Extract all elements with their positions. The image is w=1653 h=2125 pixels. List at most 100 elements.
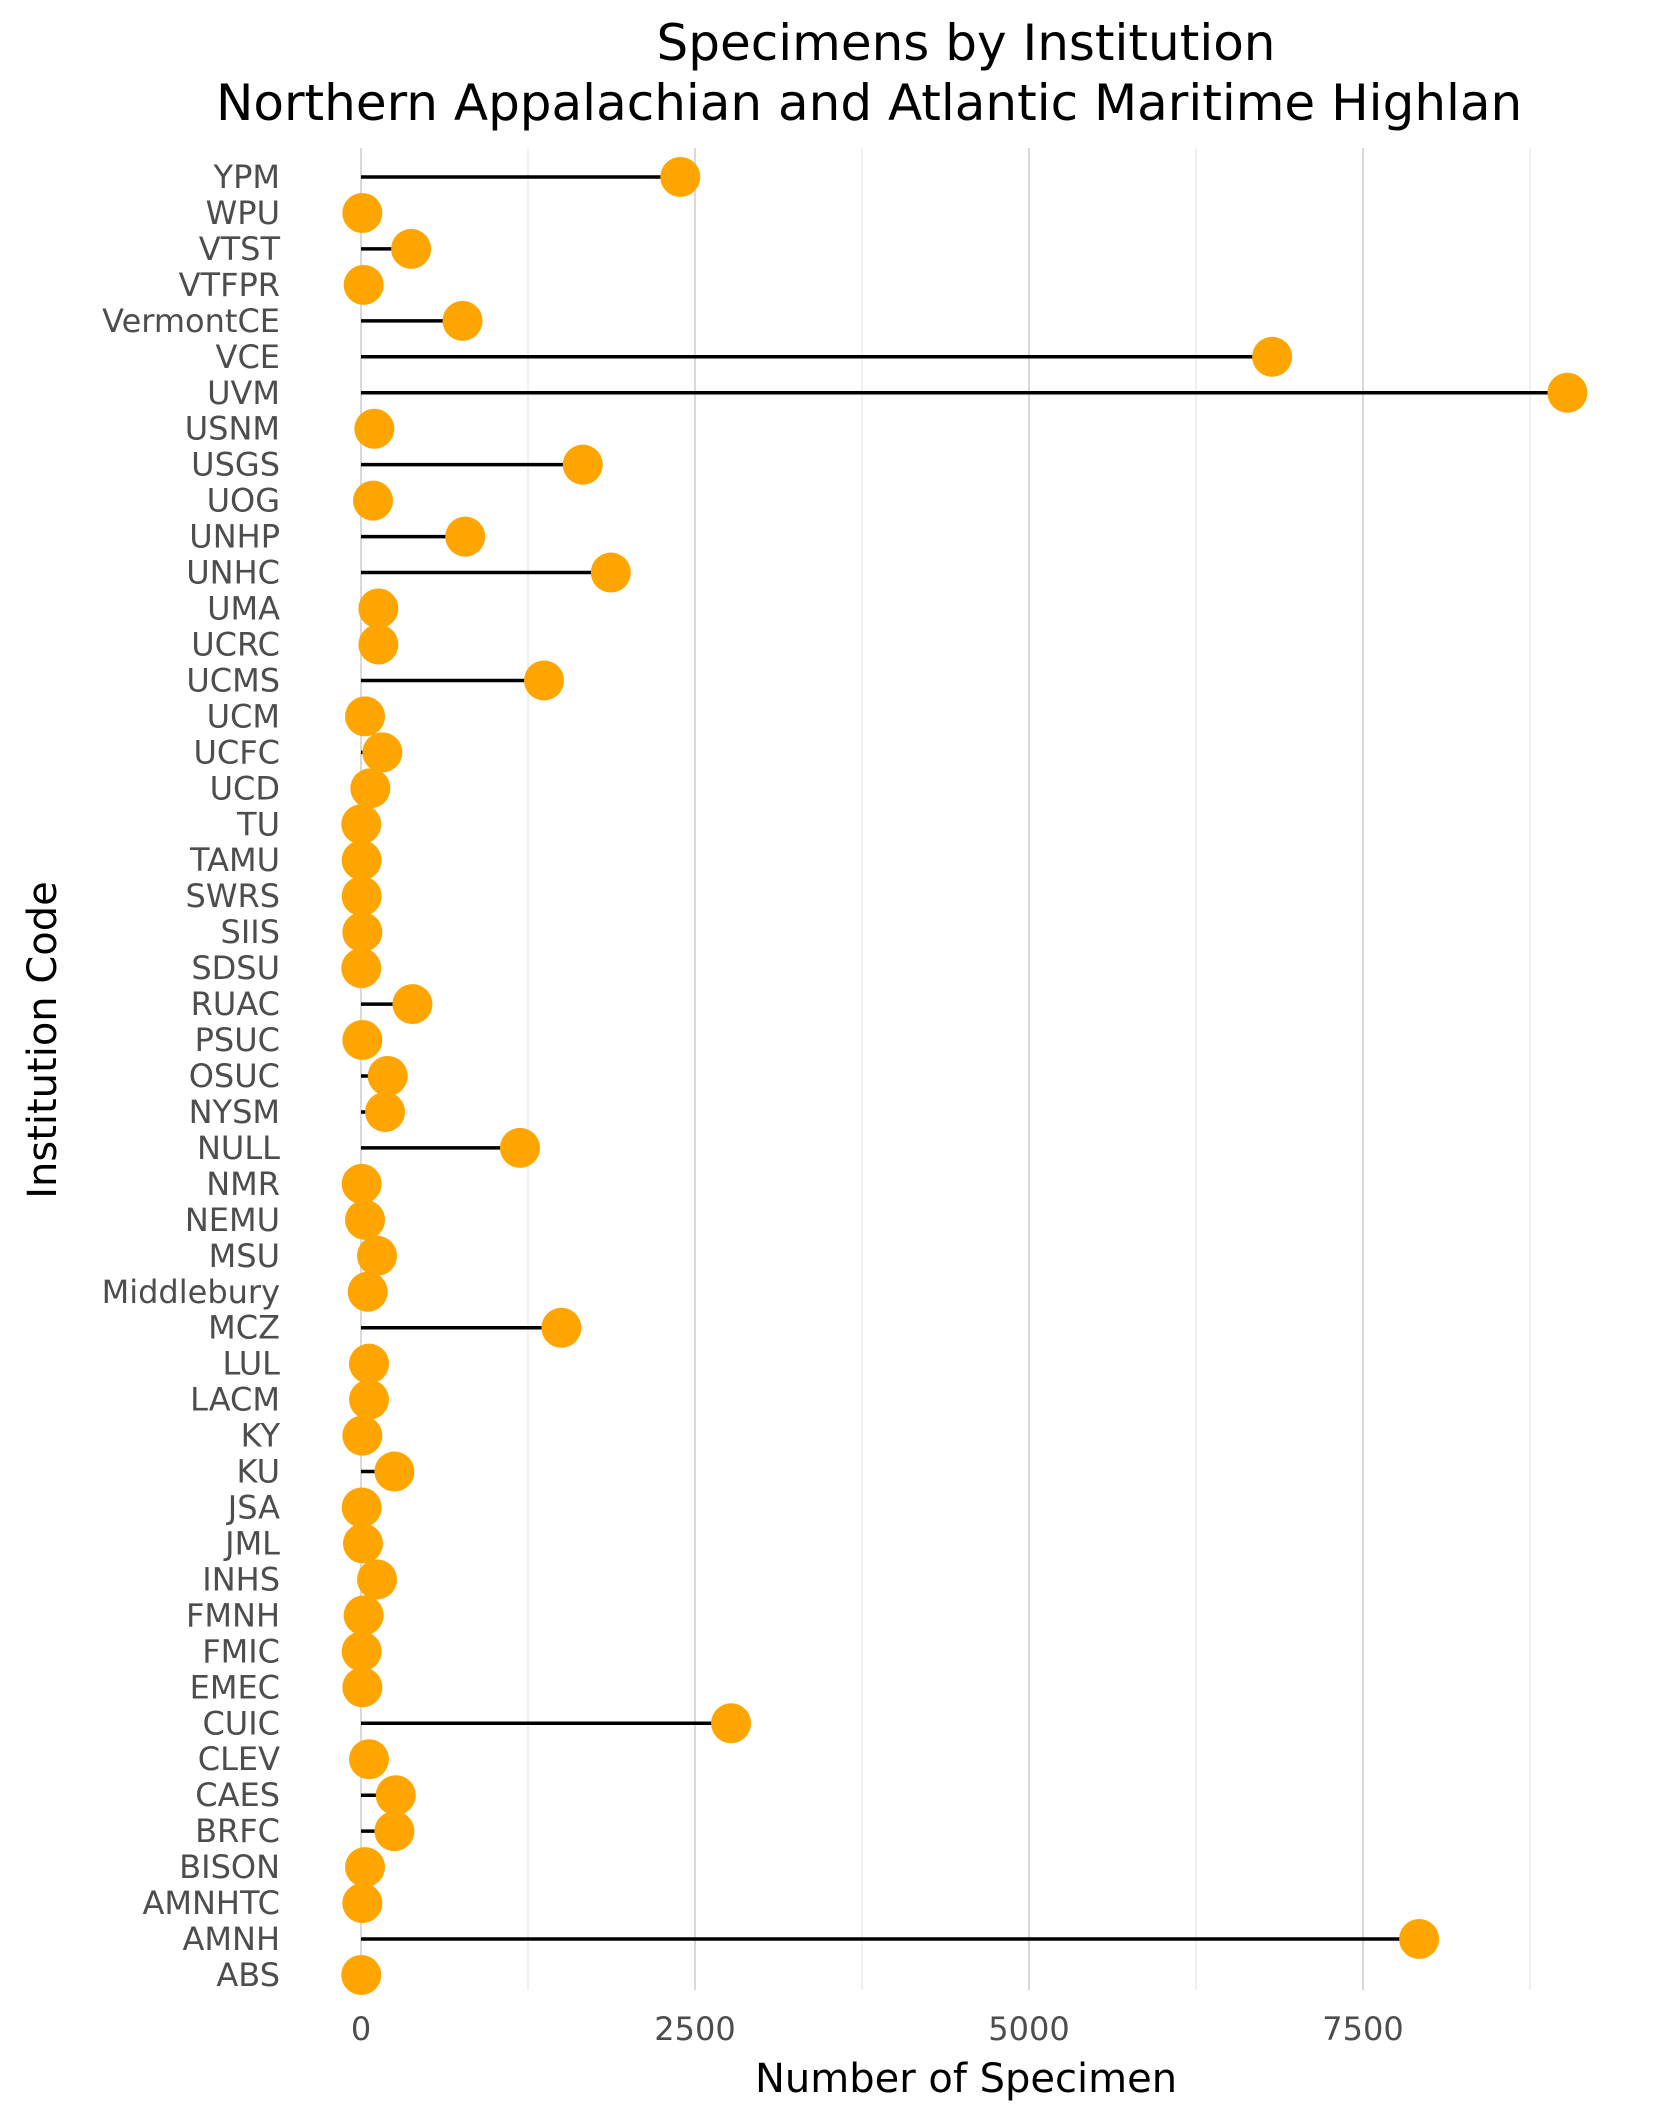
chart-subtitle: Northern Appalachian and Atlantic Mariti… xyxy=(216,74,1522,132)
x-tick-label: 5000 xyxy=(988,2010,1069,2048)
y-tick-label: RUAC xyxy=(191,985,280,1023)
y-tick-label: VTFPR xyxy=(179,266,280,304)
lollipop-point xyxy=(342,912,383,953)
lollipop-point xyxy=(1547,372,1588,413)
y-tick-label: UMA xyxy=(207,590,280,628)
y-tick-label: MCZ xyxy=(208,1309,280,1347)
lollipop-point xyxy=(341,1955,382,1995)
y-tick-label: UCD xyxy=(210,769,280,807)
y-tick-label: NULL xyxy=(197,1129,280,1167)
y-tick-label: NYSM xyxy=(189,1093,280,1131)
x-tick-label: 0 xyxy=(351,2010,371,2048)
lollipop-point xyxy=(342,1415,383,1456)
lollipop-point xyxy=(445,516,486,557)
y-tick-label: UCFC xyxy=(193,733,280,771)
lollipop-point xyxy=(1399,1919,1440,1960)
y-tick-label: VCE xyxy=(216,338,280,376)
lollipop-point xyxy=(541,1307,582,1348)
lollipop-point xyxy=(391,228,432,269)
lollipop-point xyxy=(442,300,483,341)
y-tick-label: UVM xyxy=(207,374,280,412)
lollipop-point xyxy=(343,264,384,305)
x-axis-label: Number of Specimen xyxy=(755,2056,1177,2102)
lollipop-point xyxy=(341,1163,382,1204)
lollipop-point xyxy=(342,1883,383,1924)
lollipop-point xyxy=(341,804,382,845)
y-tick-label: UCRC xyxy=(191,625,280,663)
lollipop-point xyxy=(341,948,382,989)
lollipop-point xyxy=(345,1847,386,1888)
y-tick-label: UNHP xyxy=(189,518,280,556)
y-tick-label: SIIS xyxy=(221,913,281,951)
y-tick-label: CLEV xyxy=(198,1740,280,1778)
lollipop-point xyxy=(350,768,391,809)
y-tick-label: VermontCE xyxy=(102,302,280,340)
y-tick-label: ABS xyxy=(216,1956,280,1994)
y-tick-label: JML xyxy=(223,1524,280,1562)
y-tick-label: AMNH xyxy=(183,1920,281,1958)
lollipop-point xyxy=(343,1523,384,1564)
lollipop-point xyxy=(357,1235,398,1276)
y-tick-label: EMEC xyxy=(190,1668,280,1706)
lollipop-point xyxy=(375,1775,416,1816)
lollipop-point xyxy=(349,1379,390,1420)
lollipop-point xyxy=(711,1703,752,1744)
lollipop-point xyxy=(349,1739,390,1780)
y-tick-label: UOG xyxy=(207,482,280,520)
y-tick-label: CUIC xyxy=(202,1704,280,1742)
chart-title: Specimens by Institution xyxy=(657,14,1276,72)
y-tick-label: UCM xyxy=(207,697,280,735)
y-tick-label: USNM xyxy=(185,410,280,448)
lollipop-point xyxy=(342,1020,383,1061)
lollipop-point xyxy=(374,1451,415,1492)
y-tick-label: LUL xyxy=(223,1345,281,1383)
lollipop-point xyxy=(354,408,395,449)
lollipop-point xyxy=(342,1667,383,1708)
y-tick-label: OSUC xyxy=(189,1057,280,1095)
y-axis-label: Institution Code xyxy=(20,881,66,1199)
lollipop-point xyxy=(499,1127,540,1168)
lollipop-point xyxy=(374,1811,415,1852)
y-tick-label: TU xyxy=(236,805,280,843)
lollipop-point xyxy=(362,732,403,773)
lollipop-point xyxy=(343,1595,384,1636)
y-tick-label: BISON xyxy=(179,1848,280,1886)
lollipop-point xyxy=(342,192,383,233)
y-tick-label: SDSU xyxy=(191,949,280,987)
lollipop-point xyxy=(345,1199,386,1240)
lollipop-point xyxy=(524,660,565,701)
y-tick-label: CAES xyxy=(195,1776,280,1814)
lollipop-point xyxy=(365,1091,406,1132)
y-tick-label: VTST xyxy=(199,230,281,268)
lollipop-point xyxy=(341,1487,382,1528)
y-tick-label: YPM xyxy=(213,158,280,196)
lollipop-point xyxy=(341,1631,382,1672)
y-tick-label: SWRS xyxy=(186,877,281,915)
y-tick-label: NEMU xyxy=(185,1201,280,1239)
y-tick-label: UCMS xyxy=(186,661,280,699)
y-tick-label: USGS xyxy=(191,446,280,484)
y-tick-label: Middlebury xyxy=(102,1273,280,1311)
lollipop-point xyxy=(353,480,394,521)
lollipop-point xyxy=(349,1343,390,1384)
lollipop-point xyxy=(345,696,386,737)
lollipop-point xyxy=(392,984,433,1025)
lollipop-point xyxy=(367,1056,408,1096)
y-tick-label: INHS xyxy=(202,1560,280,1598)
lollipop-point xyxy=(562,444,603,485)
lollipop-point xyxy=(358,624,399,665)
x-tick-label: 2500 xyxy=(654,2010,735,2048)
y-tick-label: MSU xyxy=(209,1237,280,1275)
y-tick-label: FMIC xyxy=(202,1632,280,1670)
y-tick-label: LACM xyxy=(190,1381,280,1419)
y-tick-label: UNHC xyxy=(186,554,280,592)
y-tick-label: KY xyxy=(241,1417,281,1455)
lollipop-point xyxy=(590,552,631,593)
lollipop-point xyxy=(358,588,399,629)
y-tick-label: PSUC xyxy=(195,1021,280,1059)
lollipop-point xyxy=(341,840,382,881)
lollipop-point xyxy=(347,1271,388,1312)
y-tick-label: AMNHTC xyxy=(142,1884,280,1922)
lollipop-point xyxy=(341,876,382,917)
